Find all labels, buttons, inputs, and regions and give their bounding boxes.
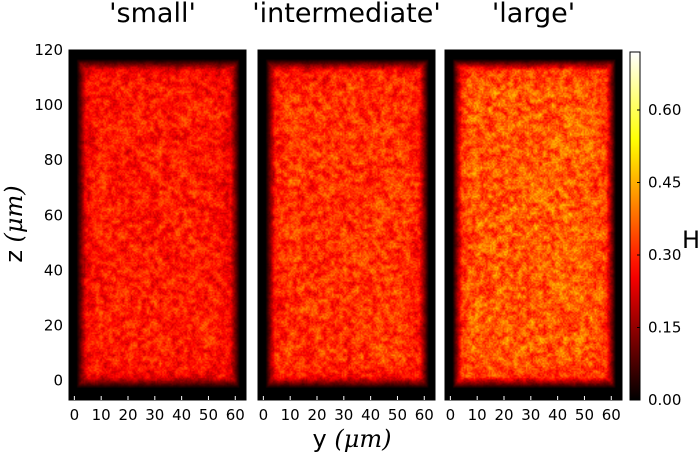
y-tick-label: 20: [44, 317, 63, 335]
y-tick-labels: 0 20 40 60 80 100 120: [34, 41, 63, 390]
colorbar-tick-label: 0.00: [648, 391, 681, 409]
heatmap-image: [264, 58, 430, 389]
x-tick-label: 10: [92, 406, 111, 424]
y-tick-label: 80: [44, 151, 63, 169]
x-tick-label: 20: [118, 406, 137, 424]
colorbar-tick-label: 0.15: [648, 319, 681, 337]
panel-title: 'small': [109, 0, 196, 29]
x-tick-label: 40: [548, 406, 567, 424]
x-tick-label: 30: [334, 406, 353, 424]
x-tick-label: 60: [226, 406, 245, 424]
heatmap-image: [75, 58, 241, 389]
x-tick-label: 10: [468, 406, 487, 424]
x-tick-label: 20: [307, 406, 326, 424]
panel-frame: [257, 49, 436, 401]
x-tick-labels: 0 10 20 30 40 50 60 0 10 20 30 40 50 60 0 10 20 30 40 50 60: [70, 396, 621, 424]
panel-titles: 'small' 'intermediate' 'large': [109, 0, 575, 29]
colorbar-tick-label: 0.60: [648, 101, 681, 119]
y-tick-label: 40: [44, 261, 63, 279]
x-tick-label: 60: [602, 406, 621, 424]
x-tick-label: 40: [361, 406, 380, 424]
y-tick-label: 0: [53, 372, 63, 390]
colorbar-tick-label: 0.45: [648, 174, 681, 192]
colorbar-label: H: [682, 226, 700, 254]
x-tick-label: 0: [446, 406, 456, 424]
x-tick-label: 60: [415, 406, 434, 424]
x-tick-label: 30: [145, 406, 164, 424]
colorbar-tick-label: 0.30: [648, 246, 681, 264]
x-tick-label: 50: [388, 406, 407, 424]
x-tick-label: 0: [70, 406, 80, 424]
panel-frame: [68, 49, 247, 401]
x-tick-label: 0: [259, 406, 269, 424]
x-tick-label: 30: [521, 406, 540, 424]
x-tick-label: 40: [172, 406, 191, 424]
panel-title: 'intermediate': [252, 0, 441, 29]
colorbar: 0.00 0.15 0.30 0.45 0.60: [629, 51, 681, 409]
x-tick-label: 10: [281, 406, 300, 424]
x-tick-label: 50: [199, 406, 218, 424]
panel-frame: [444, 49, 623, 401]
x-axis-label: y (μm): [313, 425, 392, 453]
y-axis-label: z (μm): [0, 185, 28, 262]
y-tick-label: 120: [34, 41, 63, 59]
heatmap-image: [451, 58, 617, 389]
panel-title: 'large': [492, 0, 575, 29]
y-tick-label: 100: [34, 96, 63, 114]
colorbar-gradient: [629, 51, 641, 401]
x-tick-label: 50: [575, 406, 594, 424]
x-tick-label: 20: [494, 406, 513, 424]
heatmap-panels: [68, 49, 623, 401]
y-tick-label: 60: [44, 206, 63, 224]
